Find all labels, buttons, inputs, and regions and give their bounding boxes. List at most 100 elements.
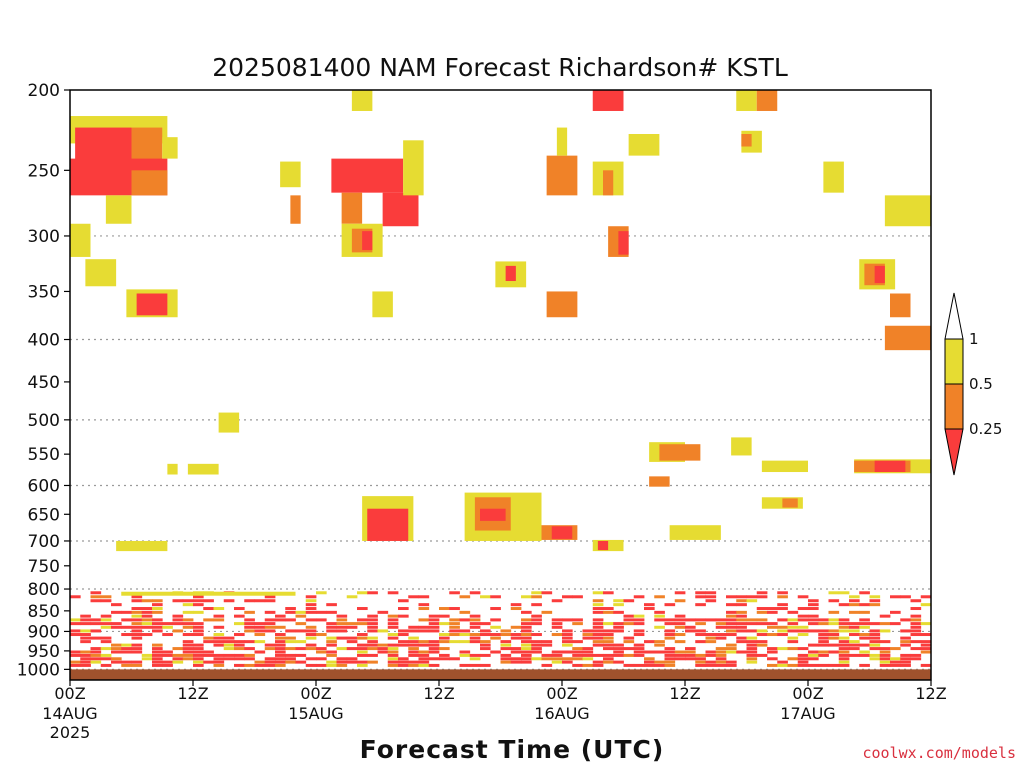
boundary-cell xyxy=(869,643,881,647)
boundary-cell xyxy=(695,653,706,657)
boundary-cell xyxy=(152,607,163,611)
boundary-cell xyxy=(623,614,635,618)
boundary-cell xyxy=(70,618,81,622)
boundary-cell xyxy=(900,636,911,640)
boundary-cell xyxy=(920,603,932,607)
boundary-cell xyxy=(213,625,225,629)
boundary-cell xyxy=(480,647,491,651)
boundary-cell xyxy=(777,618,788,622)
boundary-cell xyxy=(316,610,327,614)
boundary-cell xyxy=(449,625,460,629)
boundary-cell xyxy=(121,591,296,596)
boundary-cell xyxy=(275,625,286,629)
boundary-cell xyxy=(541,640,553,644)
x-tick-label: 00Z xyxy=(546,684,577,703)
boundary-cell xyxy=(890,647,901,651)
boundary-cell xyxy=(346,647,358,651)
boundary-cell xyxy=(367,622,378,626)
boundary-cell xyxy=(674,599,686,603)
boundary-cell xyxy=(859,603,870,607)
boundary-cell xyxy=(203,660,214,664)
boundary-cell xyxy=(726,650,737,654)
boundary-cell xyxy=(285,618,296,622)
boundary-cell xyxy=(613,650,624,654)
boundary-cell xyxy=(275,663,286,667)
richardson-cell xyxy=(736,90,757,111)
boundary-cell xyxy=(275,618,286,622)
boundary-cell xyxy=(664,618,676,622)
boundary-cell xyxy=(254,633,266,637)
boundary-cell xyxy=(152,622,163,626)
boundary-cell xyxy=(264,622,276,626)
y-tick-label: 800 xyxy=(28,580,60,600)
boundary-cell xyxy=(131,650,143,654)
boundary-cell xyxy=(849,640,860,644)
boundary-cell xyxy=(838,618,850,622)
richardson-cell xyxy=(382,192,419,227)
boundary-cell xyxy=(346,636,358,640)
boundary-cell xyxy=(849,599,860,603)
boundary-cell xyxy=(695,603,706,607)
boundary-cell xyxy=(531,640,542,644)
boundary-cell xyxy=(408,595,419,599)
boundary-cell xyxy=(767,663,778,667)
boundary-cell xyxy=(295,614,307,618)
boundary-cell xyxy=(480,663,491,667)
boundary-cell xyxy=(777,607,788,611)
boundary-cell xyxy=(285,660,296,664)
boundary-cell xyxy=(234,663,245,667)
boundary-cell xyxy=(572,657,583,661)
boundary-cell xyxy=(695,595,706,599)
boundary-cell xyxy=(849,643,860,647)
boundary-cell xyxy=(223,636,235,640)
boundary-cell xyxy=(787,629,799,633)
boundary-cell xyxy=(797,629,809,633)
y-tick-label: 700 xyxy=(28,532,60,552)
boundary-cell xyxy=(674,640,686,644)
boundary-cell xyxy=(346,640,358,644)
boundary-cell xyxy=(603,643,614,647)
richardson-cell xyxy=(331,158,404,193)
boundary-cell xyxy=(152,610,163,614)
boundary-cell xyxy=(223,599,235,603)
boundary-cell xyxy=(80,636,91,640)
y-tick-label: 300 xyxy=(28,227,60,247)
boundary-cell xyxy=(592,607,604,611)
boundary-cell xyxy=(90,629,102,633)
boundary-cell xyxy=(305,647,317,651)
boundary-cell xyxy=(141,614,153,618)
boundary-cell xyxy=(480,640,491,644)
boundary-cell xyxy=(818,633,829,637)
boundary-cell xyxy=(152,660,163,664)
boundary-cell xyxy=(746,643,758,647)
boundary-cell xyxy=(275,614,286,618)
boundary-cell xyxy=(213,636,225,640)
boundary-cell xyxy=(746,618,758,622)
boundary-cell xyxy=(182,650,194,654)
boundary-cell xyxy=(541,643,553,647)
boundary-cell xyxy=(70,595,81,599)
boundary-cell xyxy=(254,599,266,603)
boundary-cell xyxy=(572,647,583,651)
boundary-cell xyxy=(900,657,911,661)
boundary-cell xyxy=(469,614,481,618)
boundary-cell xyxy=(808,657,819,661)
boundary-cell xyxy=(756,653,768,657)
boundary-cell xyxy=(562,643,573,647)
x-tick-label: 12Z xyxy=(915,684,946,703)
boundary-cell xyxy=(387,643,399,647)
boundary-cell xyxy=(603,607,614,611)
boundary-cell xyxy=(449,657,460,661)
boundary-cell xyxy=(910,657,922,661)
boundary-cell xyxy=(203,636,214,640)
boundary-cell xyxy=(623,618,635,622)
boundary-cell xyxy=(736,622,747,626)
boundary-cell xyxy=(541,657,553,661)
boundary-cell xyxy=(674,591,686,595)
boundary-cell xyxy=(726,595,737,599)
boundary-cell xyxy=(521,653,532,657)
boundary-cell xyxy=(859,653,870,657)
boundary-cell xyxy=(890,595,901,599)
boundary-cell xyxy=(408,660,419,664)
boundary-cell xyxy=(193,650,204,654)
